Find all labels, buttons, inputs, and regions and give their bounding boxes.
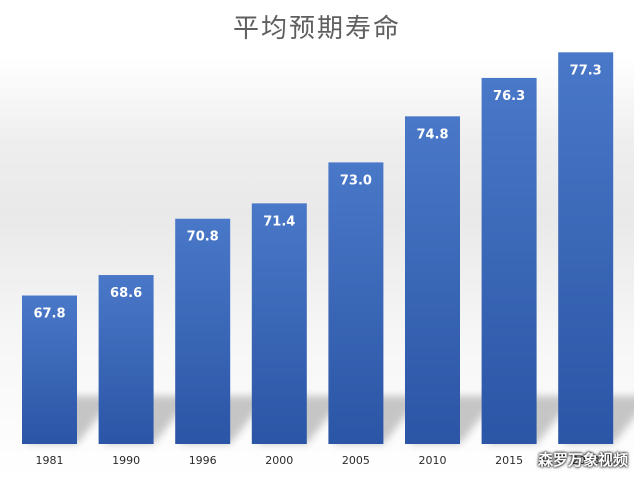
x-tick-label-1996: 1996 <box>189 454 217 467</box>
bar-2015 <box>481 77 537 445</box>
bar-1981 <box>22 295 77 444</box>
x-tick-label-2015: 2015 <box>495 454 523 467</box>
value-label-1981: 67.8 <box>33 307 65 322</box>
bar-1996 <box>175 218 231 444</box>
x-tick-label-1981: 1981 <box>36 454 64 467</box>
value-label-2010: 74.8 <box>416 127 448 142</box>
value-label-1996: 70.8 <box>187 230 219 245</box>
bar-2010 <box>405 116 460 444</box>
x-tick-label-2005: 2005 <box>342 454 370 467</box>
x-tick-label-2000: 2000 <box>265 454 293 467</box>
bar-2018 <box>558 52 614 444</box>
value-labels-group: 67.8 68.6 70.8 71.4 73.0 74.8 76.3 77.3 <box>33 63 601 321</box>
value-label-2005: 73.0 <box>340 173 372 188</box>
value-label-2000: 71.4 <box>263 214 295 229</box>
value-label-2018: 77.3 <box>570 63 602 78</box>
bar-2000 <box>251 203 307 444</box>
watermark-text: 森罗万象视频 <box>537 451 628 469</box>
x-tick-labels-group: 1981 1990 1996 2000 2005 2010 2015 2018 <box>36 454 600 467</box>
value-label-2015: 76.3 <box>493 89 525 104</box>
x-tick-label-1990: 1990 <box>112 454 140 467</box>
chart-title: 平均预期寿命 <box>232 14 401 44</box>
x-tick-label-2018: 2018 <box>572 454 600 467</box>
x-tick-label-2010: 2010 <box>419 454 447 467</box>
bars-group <box>22 52 614 445</box>
bar-2005 <box>328 162 384 444</box>
value-label-1990: 68.6 <box>110 286 142 301</box>
bar-1990 <box>98 275 154 444</box>
